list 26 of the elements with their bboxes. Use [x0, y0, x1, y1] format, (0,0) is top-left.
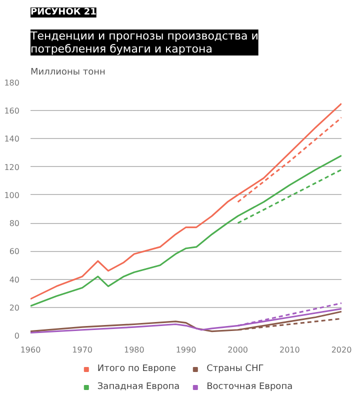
- y-tick-label: 20: [9, 303, 20, 312]
- y-tick-label: 40: [9, 275, 20, 284]
- x-tick-label: 1960: [20, 346, 41, 354]
- legend-label: Страны СНГ: [206, 364, 264, 374]
- y-axis-title: Миллионы тонн: [30, 68, 106, 78]
- x-tick-label: 1970: [72, 346, 93, 354]
- y-tick-label: 160: [4, 106, 20, 116]
- chart-title: Тенденции и прогнозы производства и потребления бумаги и картона: [30, 30, 258, 56]
- text: РИСУНОК 21: [30, 8, 96, 18]
- line-series: [30, 154, 342, 307]
- y-tick-label: 180: [4, 78, 20, 88]
- legend-label: Западная Европа: [97, 382, 180, 392]
- x-tick-label: 2000: [228, 346, 248, 354]
- y-tick-label: 80: [9, 219, 20, 228]
- y-tick-label: 100: [4, 190, 20, 200]
- legend-label: Восточная Европа: [206, 382, 293, 392]
- x-tick-label: 1990: [176, 346, 196, 354]
- x-tick-label: 1980: [124, 346, 144, 354]
- line-series: [30, 102, 342, 300]
- y-tick-label: 60: [9, 247, 20, 256]
- y-tick-label: 0: [14, 332, 20, 340]
- legend-label: Итого по Европе: [97, 364, 176, 374]
- y-tick-label: 120: [4, 162, 20, 172]
- x-tick-label: 2010: [279, 346, 300, 354]
- y-tick-label: 140: [4, 134, 20, 144]
- x-tick-label: 2020: [331, 346, 352, 354]
